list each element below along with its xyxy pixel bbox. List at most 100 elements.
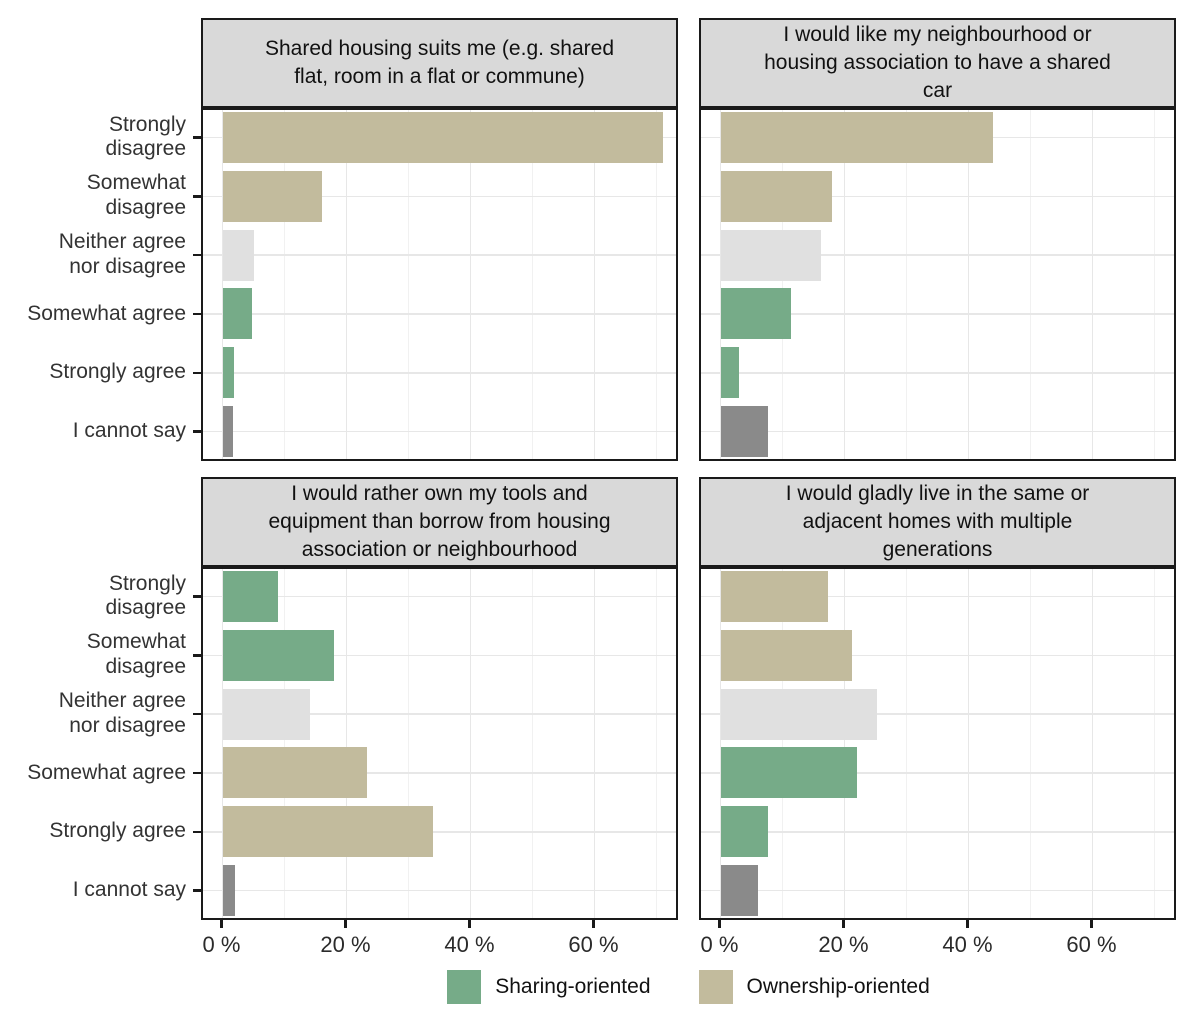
grid-line-vertical-major	[967, 110, 969, 459]
y-axis-tick	[193, 430, 201, 433]
bar-ownership	[720, 170, 833, 222]
grid-line-horizontal-major	[203, 889, 676, 892]
x-axis-tick	[842, 920, 845, 928]
grid-line-vertical-major	[221, 569, 223, 918]
grid-line-horizontal-major	[203, 430, 676, 433]
y-axis-tick	[193, 253, 201, 257]
grid-line-vertical-major	[967, 569, 969, 918]
bar-ownership	[720, 570, 828, 622]
grid-line-horizontal-major	[203, 713, 676, 715]
y-axis-tick	[193, 889, 201, 892]
grid-line-horizontal-major	[203, 372, 676, 374]
grid-line-horizontal-major	[701, 254, 1174, 256]
grid-line-horizontal-major	[701, 713, 1174, 715]
grid-line-horizontal-major	[701, 195, 1174, 197]
x-axis-tick	[966, 920, 969, 928]
legend-label: Sharing-oriented	[495, 975, 651, 998]
x-axis-tick-label: 20 %	[818, 932, 869, 957]
x-axis-tick	[718, 920, 721, 928]
grid-line-vertical-minor	[407, 110, 409, 459]
grid-line-vertical-minor	[655, 110, 657, 459]
y-axis-label: Neither agree nor disagree	[58, 230, 186, 279]
y-axis-tick	[193, 312, 201, 316]
grid-line-vertical-minor	[1153, 569, 1155, 918]
legend-swatch-sharing	[447, 970, 482, 1004]
y-axis-tick	[193, 195, 201, 198]
facet-strip-title: I would gladly live in the same or adjac…	[785, 482, 1090, 561]
grid-line-horizontal-major	[203, 595, 676, 598]
y-axis-label: Strongly agree	[49, 819, 186, 843]
grid-line-vertical-major	[469, 110, 471, 459]
grid-line-vertical-minor	[407, 569, 409, 918]
y-axis-label: Neither agree nor disagree	[58, 689, 186, 738]
facet-panel	[699, 108, 1176, 461]
grid-line-horizontal-major	[701, 889, 1174, 892]
grid-line-horizontal-major	[701, 772, 1174, 774]
y-axis-tick	[193, 830, 201, 833]
facet-strip-title: Shared housing suits me (e.g. shared fla…	[264, 37, 615, 88]
grid-line-vertical-major	[719, 110, 721, 459]
bar-neutral	[222, 229, 254, 281]
x-axis-tick-label: 0 %	[202, 932, 241, 957]
legend-swatch-ownership	[698, 970, 733, 1004]
x-axis-tick	[344, 920, 347, 928]
y-axis-tick	[193, 595, 201, 598]
bar-sharing	[222, 629, 335, 681]
facet-strip: I would like my neighbourhood or housing…	[699, 18, 1176, 108]
y-axis-label: I cannot say	[72, 419, 186, 443]
grid-line-horizontal-major	[701, 831, 1174, 833]
grid-line-vertical-minor	[531, 110, 533, 459]
grid-line-vertical-major	[469, 569, 471, 918]
grid-line-horizontal-major	[203, 313, 676, 315]
facet-strip: I would gladly live in the same or adjac…	[699, 477, 1176, 567]
bar-cannot_say	[222, 406, 234, 458]
x-axis-tick-label: 0 %	[700, 932, 739, 957]
bar-sharing	[720, 747, 857, 799]
grid-line-horizontal-major	[203, 654, 676, 656]
grid-line-horizontal-major	[701, 595, 1174, 598]
bar-sharing	[222, 347, 234, 399]
x-axis-tick	[220, 920, 223, 928]
bar-sharing	[222, 570, 279, 622]
grid-line-vertical-minor	[1029, 110, 1031, 459]
y-axis-tick	[193, 712, 201, 716]
grid-line-vertical-major	[593, 569, 595, 918]
grid-line-vertical-minor	[905, 569, 907, 918]
grid-line-vertical-major	[593, 110, 595, 459]
bar-cannot_say	[720, 406, 768, 458]
y-axis-label: Strongly disagree	[105, 571, 186, 620]
grid-line-horizontal-major	[701, 313, 1174, 315]
grid-line-vertical-minor	[531, 569, 533, 918]
grid-line-vertical-major	[345, 110, 347, 459]
grid-line-horizontal-major	[701, 654, 1174, 656]
y-axis-label: Somewhat agree	[27, 301, 186, 325]
grid-line-vertical-minor	[781, 569, 783, 918]
legend-label: Ownership-oriented	[746, 975, 930, 998]
grid-line-vertical-major	[843, 110, 845, 459]
y-axis-label: I cannot say	[72, 878, 186, 902]
bar-ownership	[222, 111, 663, 163]
facet-strip: Shared housing suits me (e.g. shared fla…	[201, 18, 678, 108]
facet-panel	[201, 567, 678, 920]
grid-line-vertical-minor	[1153, 110, 1155, 459]
grid-line-vertical-minor	[283, 110, 285, 459]
x-axis-tick-label: 20 %	[320, 932, 371, 957]
bar-neutral	[720, 229, 821, 281]
y-axis-label: Somewhat disagree	[86, 630, 186, 679]
grid-line-horizontal-major	[203, 195, 676, 197]
legend-item-ownership: Ownership-oriented	[698, 970, 930, 1004]
grid-line-vertical-major	[1091, 110, 1093, 459]
legend-item-sharing: Sharing-oriented	[447, 970, 651, 1004]
x-axis-tick	[1090, 920, 1093, 928]
bar-ownership	[720, 629, 852, 681]
bar-ownership	[222, 170, 322, 222]
bar-cannot_say	[222, 865, 235, 917]
grid-line-vertical-major	[1091, 569, 1093, 918]
y-axis-tick	[193, 136, 201, 139]
grid-line-horizontal-major	[203, 772, 676, 774]
x-axis-tick	[592, 920, 595, 928]
grid-line-vertical-major	[843, 569, 845, 918]
grid-line-vertical-major	[719, 569, 721, 918]
facet-panel	[201, 108, 678, 461]
